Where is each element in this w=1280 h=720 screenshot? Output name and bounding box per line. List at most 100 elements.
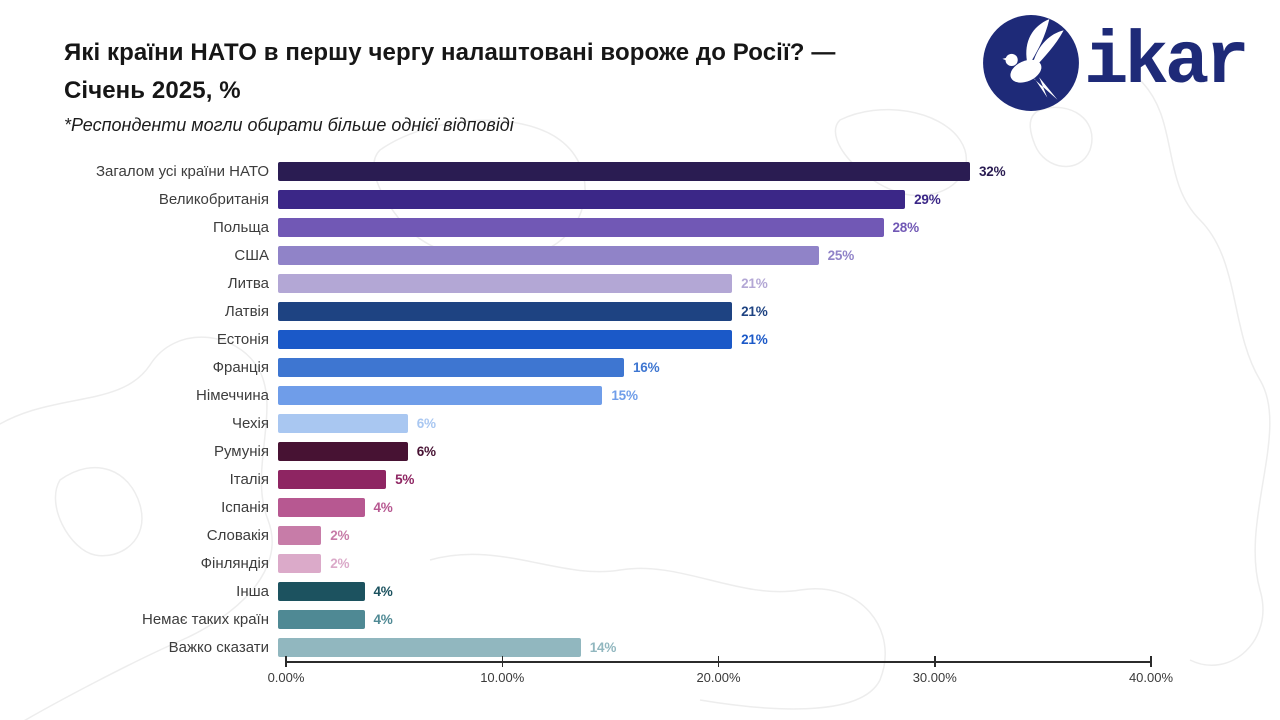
bar (278, 161, 970, 181)
bar (278, 525, 322, 545)
category-label: Немає таких країн (141, 610, 269, 628)
bar-row: Чехія 6% (8, 409, 1238, 437)
bar-row: Польща 28% (8, 213, 1238, 241)
bar (278, 413, 408, 433)
bar-row: Румунія 6% (8, 437, 1238, 465)
page-title: Які країни НАТО в першу чергу налаштован… (64, 34, 964, 110)
bar-row: Литва 21% (8, 269, 1238, 297)
category-label: Франція (212, 358, 269, 376)
category-label: Італія (229, 470, 269, 488)
value-label: 21% (741, 275, 768, 291)
bar-cell: 16% (278, 357, 1238, 377)
bar (278, 273, 733, 293)
x-axis-tick (501, 656, 503, 667)
category-label: Румунія (213, 442, 269, 460)
category-label: Німеччина (196, 386, 269, 404)
x-axis-tick-label: 40.00% (1128, 670, 1174, 685)
bar-cell: 6% (278, 413, 1238, 433)
value-label: 6% (416, 415, 436, 431)
value-label: 32% (979, 163, 1006, 179)
bar-cell: 29% (278, 189, 1238, 209)
bar-row: Німеччина 15% (8, 381, 1238, 409)
bar-row: Іспанія 4% (8, 493, 1238, 521)
bar-cell: 32% (278, 161, 1238, 181)
bar-row: Загалом усі країни НАТО 32% (8, 157, 1238, 185)
bar (278, 637, 581, 657)
value-label: 21% (741, 331, 768, 347)
bar-chart: Загалом усі країни НАТО 32% Великобританія… (8, 157, 1238, 685)
bar-cell: 2% (278, 553, 1238, 573)
page-title-line2: Січень 2025, % (64, 77, 241, 104)
category-label: Словакія (206, 526, 269, 544)
x-axis-tick (285, 656, 287, 667)
bar-rows: Загалом усі країни НАТО 32% Великобританія… (8, 157, 1238, 661)
bar-cell: 4% (278, 609, 1238, 629)
bar-cell: 5% (278, 469, 1238, 489)
bar (278, 553, 322, 573)
bar-row: Інша 4% (8, 577, 1238, 605)
x-axis-tick (1150, 656, 1152, 667)
category-label: Загалом усі країни НАТО (95, 162, 269, 180)
bar-row: Немає таких країн 4% (8, 605, 1238, 633)
category-label: Польща (212, 218, 269, 236)
bar-row: Важко сказати 14% (8, 633, 1238, 661)
bar (278, 301, 733, 321)
x-axis-tick-label: 30.00% (912, 670, 957, 685)
bar-row: Словакія 2% (8, 521, 1238, 549)
header: Які країни НАТО в першу чергу налаштован… (64, 34, 964, 136)
value-label: 25% (827, 247, 855, 263)
bar-cell: 21% (278, 329, 1238, 349)
bar (278, 357, 624, 377)
x-axis-tick-labels: 0.00% 10.00% 20.00% 30.00% 40.00% (268, 670, 1173, 688)
bar-cell: 28% (278, 217, 1238, 237)
category-label: Естонія (216, 330, 269, 348)
value-label: 6% (416, 443, 436, 459)
value-label: 21% (741, 303, 768, 319)
value-label: 5% (395, 471, 415, 487)
dove-icon (983, 15, 1079, 111)
category-label: Великобританія (158, 190, 269, 208)
bar-cell: 4% (278, 497, 1238, 517)
bar-row: Франція 16% (8, 353, 1238, 381)
x-axis-tick-label: 10.00% (480, 670, 525, 685)
category-label: Фінляндія (200, 554, 269, 572)
x-axis-tick-label: 20.00% (696, 670, 741, 685)
bar (278, 217, 884, 237)
ikar-logo: ikar (980, 12, 1250, 114)
bar (278, 245, 819, 265)
bar-cell: 15% (278, 385, 1238, 405)
page-subtitle: *Респонденти могли обирати більше однієї… (64, 115, 514, 135)
bar-cell: 21% (278, 301, 1238, 321)
value-label: 4% (373, 583, 393, 599)
bar-cell: 14% (278, 637, 1238, 657)
bar (278, 189, 906, 209)
category-label: Латвія (224, 302, 269, 320)
category-label: Іспанія (221, 498, 269, 516)
bar-cell: 4% (278, 581, 1238, 601)
value-label: 16% (633, 359, 660, 375)
value-label: 2% (330, 527, 350, 543)
category-label: Важко сказати (168, 638, 269, 656)
category-label: Литва (227, 274, 269, 292)
bar (278, 469, 387, 489)
bar-row: Великобританія 29% (8, 185, 1238, 213)
bar-row: Латвія 21% (8, 297, 1238, 325)
value-label: 29% (914, 191, 941, 207)
value-label: 14% (589, 639, 617, 655)
bar-cell: 25% (278, 245, 1238, 265)
bar-row: США 25% (8, 241, 1238, 269)
logo-text: ikar (1084, 21, 1250, 105)
bar (278, 385, 603, 405)
bar-cell: 21% (278, 273, 1238, 293)
x-axis-tick (717, 656, 720, 667)
bar (278, 581, 365, 601)
value-label: 2% (330, 555, 350, 571)
x-axis-line (285, 656, 1152, 667)
value-label: 28% (892, 219, 920, 235)
value-label: 15% (611, 387, 638, 403)
bar-row: Італія 5% (8, 465, 1238, 493)
bar-cell: 2% (278, 525, 1238, 545)
page-title-line1: Які країни НАТО в першу чергу налаштован… (64, 39, 836, 66)
bar-row: Естонія 21% (8, 325, 1238, 353)
